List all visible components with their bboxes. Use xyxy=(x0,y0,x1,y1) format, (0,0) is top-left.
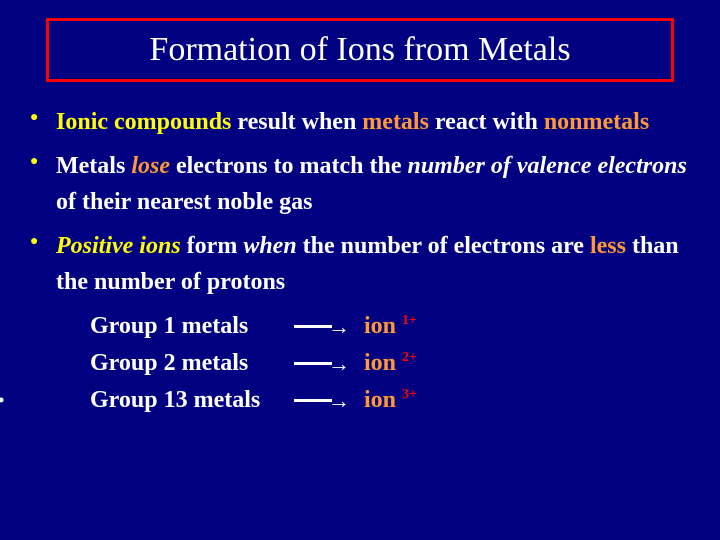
text-span: form xyxy=(181,233,244,259)
arrow-icon: → xyxy=(294,316,350,338)
text-span: Positive ions xyxy=(56,233,181,259)
ion-row: Group 2 metals → ion 2+ xyxy=(90,345,692,382)
title-box: Formation of Ions from Metals xyxy=(46,18,674,82)
bullet-2: Metals lose electrons to match the numbe… xyxy=(28,148,692,220)
text-span: nonmetals xyxy=(544,109,649,135)
text-span: Ionic compounds xyxy=(56,109,231,135)
text-span: the number of electrons are xyxy=(297,233,590,259)
ion-row: • Group 13 metals → ion 3+ xyxy=(90,382,692,419)
text-span: result when xyxy=(231,109,362,135)
text-span: react with xyxy=(429,109,544,135)
bullet-3: Positive ions form when the number of el… xyxy=(28,228,692,300)
bullet-list: Ionic compounds result when metals react… xyxy=(28,104,692,300)
text-span: less xyxy=(590,233,626,259)
bullet-dot-icon: • xyxy=(0,387,4,415)
page-title: Formation of Ions from Metals xyxy=(73,31,647,69)
text-span: when xyxy=(243,233,296,259)
text-span: Metals xyxy=(56,153,131,179)
ion-row: Group 1 metals → ion 1+ xyxy=(90,308,692,345)
text-span: electrons to match the xyxy=(170,153,408,179)
group-label: Group 13 metals xyxy=(90,382,290,419)
arrow-icon: → xyxy=(294,390,350,412)
group-label: Group 1 metals xyxy=(90,308,290,345)
text-span: of their nearest noble gas xyxy=(56,189,312,215)
text-span: metals xyxy=(362,109,429,135)
ion-label: ion 1+ xyxy=(364,308,417,345)
ion-rows: Group 1 metals → ion 1+ Group 2 metals →… xyxy=(28,308,692,420)
text-span: number of valence electrons xyxy=(407,153,686,179)
text-span: lose xyxy=(131,153,170,179)
arrow-icon: → xyxy=(294,353,350,375)
ion-label: ion 3+ xyxy=(364,382,417,419)
ion-label: ion 2+ xyxy=(364,345,417,382)
group-label: Group 2 metals xyxy=(90,345,290,382)
bullet-1: Ionic compounds result when metals react… xyxy=(28,104,692,140)
